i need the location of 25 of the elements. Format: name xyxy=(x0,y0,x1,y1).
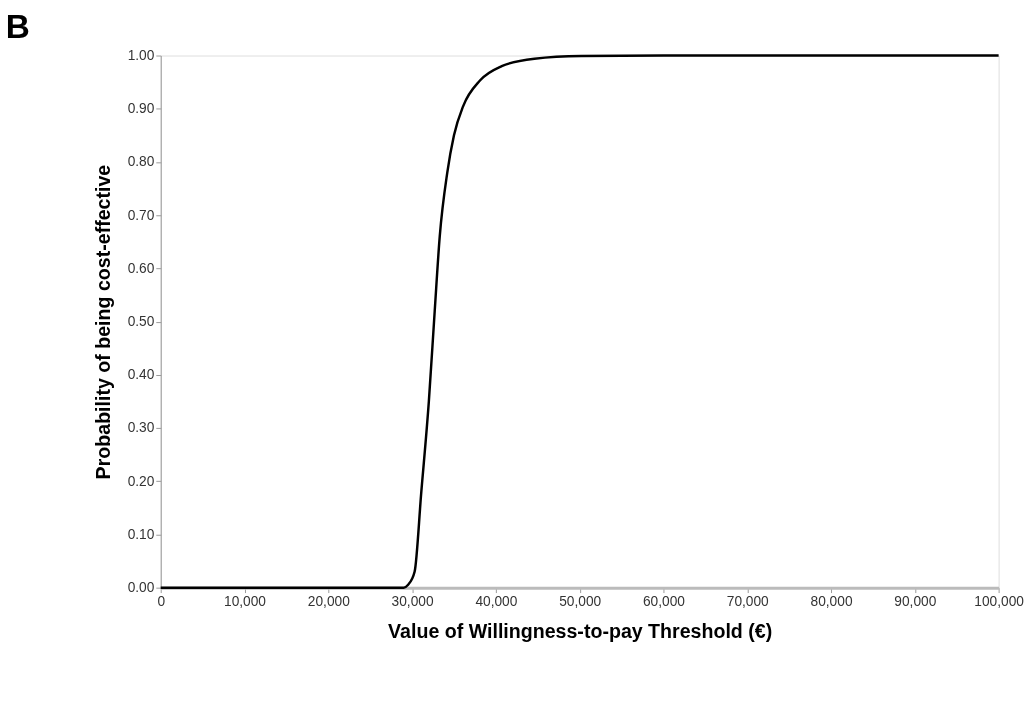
x-tick-label: 90,000 xyxy=(894,593,937,609)
chart-title: B xyxy=(5,7,30,45)
y-tick-label: 0.50 xyxy=(127,314,155,330)
y-tick-label: 0.30 xyxy=(127,420,155,436)
y-tick-label: 0.20 xyxy=(127,473,155,489)
x-tick-label: 80,000 xyxy=(810,593,853,609)
y-tick-label: 0.10 xyxy=(127,526,155,542)
x-tick-label: 70,000 xyxy=(726,593,770,609)
x-tick-label: 10,000 xyxy=(224,593,267,609)
x-axis-title: Value of Willingness-to-pay Threshold (€) xyxy=(388,620,773,643)
x-tick-label: 50,000 xyxy=(559,593,602,609)
x-tick-label: 0 xyxy=(157,593,166,609)
x-tick-label: 60,000 xyxy=(642,593,686,609)
y-tick-label: 0.70 xyxy=(127,207,155,223)
y-tick-label: 0.40 xyxy=(127,367,155,383)
y-tick-label: 1.00 xyxy=(127,47,155,63)
y-tick-label: 0.60 xyxy=(127,260,155,276)
y-tick-label: 0.00 xyxy=(127,580,155,596)
x-tick-label: 30,000 xyxy=(391,593,434,609)
y-tick-label: 0.90 xyxy=(127,101,155,117)
y-axis-title: Probability of being cost-effective xyxy=(92,164,115,480)
y-tick-label: 0.80 xyxy=(127,154,155,170)
x-tick-label: 40,000 xyxy=(475,593,518,609)
x-tick-label: 100,000 xyxy=(974,593,1025,609)
x-tick-label: 20,000 xyxy=(307,593,351,609)
